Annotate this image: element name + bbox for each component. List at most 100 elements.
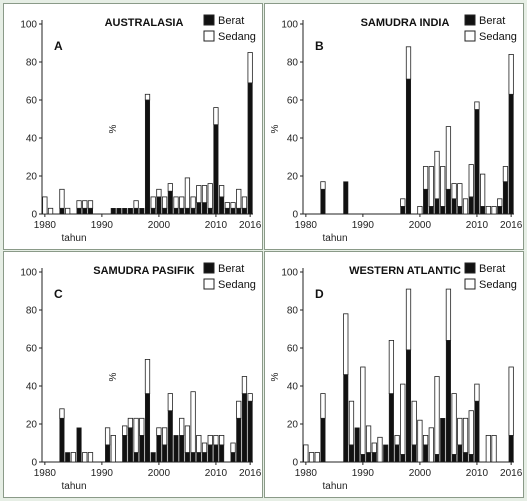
bar-berat xyxy=(434,454,440,463)
bar-sedang xyxy=(247,393,253,402)
y-tick-label: 60 xyxy=(26,96,38,107)
x-axis-title: tahun xyxy=(61,233,86,244)
bar-berat xyxy=(139,208,145,215)
bar-sedang xyxy=(167,393,173,412)
bar-berat xyxy=(230,452,236,463)
bar-berat xyxy=(87,208,93,215)
x-tick-label: 2010 xyxy=(205,220,228,231)
bar-sedang xyxy=(161,427,168,446)
x-tick-label: 1980 xyxy=(295,220,318,231)
panel-letter: A xyxy=(54,39,63,53)
bar-berat xyxy=(122,208,128,215)
y-tick-label: 80 xyxy=(26,58,38,69)
bar-sedang xyxy=(360,366,366,455)
bar-sedang xyxy=(485,205,491,215)
bar-berat xyxy=(320,418,326,463)
bar-berat xyxy=(156,196,162,215)
y-tick-label: 0 xyxy=(292,458,298,469)
bar-berat xyxy=(440,418,446,463)
bar-sedang xyxy=(241,196,248,209)
bar-sedang xyxy=(133,200,139,209)
bar-berat xyxy=(434,198,440,215)
bar-sedang xyxy=(167,183,173,192)
bar-berat xyxy=(343,374,349,463)
bar-sedang xyxy=(400,383,406,455)
bar-sedang xyxy=(207,183,213,209)
bar-sedang xyxy=(201,185,208,204)
legend-swatch-berat xyxy=(203,262,215,274)
panel-letter: C xyxy=(54,287,63,301)
x-tick-label: 2000 xyxy=(148,468,171,479)
bar-berat xyxy=(457,444,463,463)
bar-berat xyxy=(247,82,253,215)
panel-title: SAMUDRA PASIFIK xyxy=(93,265,195,277)
bar-sedang xyxy=(82,452,88,463)
legend: Berat Sedang xyxy=(203,262,256,291)
bar-berat xyxy=(190,208,196,215)
panel-samudra-pasifik: 0 20 40 60 80 100 1980 1990 2000 2010 2016 tahun% SA… xyxy=(3,251,263,498)
chart-svg: 0 20 40 60 80 100 1980 1990 2000 2010 2016 tahun% SA… xyxy=(270,14,523,244)
bar-sedang xyxy=(144,93,151,101)
bar-berat xyxy=(502,181,508,215)
bar-berat xyxy=(463,452,469,463)
bar-sedang xyxy=(224,202,230,209)
bar-sedang xyxy=(320,393,326,419)
chart-svg: 0 20 40 60 80 100 1980 1990 2000 2010 2016 tahun% SA… xyxy=(20,262,262,492)
bar-sedang xyxy=(411,400,417,446)
bar-sedang xyxy=(207,434,213,446)
bar-sedang xyxy=(377,436,383,463)
bar-sedang xyxy=(468,410,474,455)
bar-berat xyxy=(400,454,406,463)
bar-berat xyxy=(59,418,65,463)
x-tick-label: 1980 xyxy=(34,468,57,479)
bar-berat xyxy=(167,190,173,215)
y-tick-label: 100 xyxy=(20,20,37,31)
y-tick-label: 20 xyxy=(26,172,38,183)
x-tick-label: 2000 xyxy=(409,468,432,479)
x-tick-label: 1980 xyxy=(34,220,57,231)
bar-sedang xyxy=(451,183,457,200)
x-tick-label: 1990 xyxy=(352,220,375,231)
x-tick-label: 1990 xyxy=(91,468,114,479)
bar-sedang xyxy=(236,188,242,209)
x-tick-label: 2010 xyxy=(466,220,489,231)
x-tick-label: 2000 xyxy=(409,220,432,231)
bar-sedang xyxy=(314,452,320,463)
bar-sedang xyxy=(201,442,208,453)
y-axis-title: % xyxy=(108,372,119,381)
bar-sedang xyxy=(110,434,116,463)
bar-sedang xyxy=(42,196,48,215)
y-tick-label: 0 xyxy=(292,210,298,221)
bar-sedang xyxy=(480,173,486,207)
bar-berat xyxy=(190,452,196,463)
legend-label-sedang: Sedang xyxy=(218,31,256,43)
bar-berat xyxy=(207,444,213,463)
y-tick-label: 40 xyxy=(26,134,38,145)
x-tick-label: 1980 xyxy=(295,468,318,479)
bar-sedang xyxy=(491,434,497,463)
bar-sedang xyxy=(320,181,326,190)
legend-label-sedang: Sedang xyxy=(218,279,256,291)
bar-berat xyxy=(162,444,168,463)
bar-berat xyxy=(127,427,133,463)
bar-sedang xyxy=(219,185,225,198)
bar-berat xyxy=(196,202,202,215)
y-tick-label: 100 xyxy=(281,268,298,279)
bar-sedang xyxy=(144,359,151,395)
bar-sedang xyxy=(184,425,191,453)
bar-sedang xyxy=(508,366,514,436)
y-tick-label: 60 xyxy=(26,344,38,355)
legend-swatch-sedang xyxy=(464,278,476,290)
bar-sedang xyxy=(247,52,253,84)
bar-berat xyxy=(150,208,156,215)
bar-sedang xyxy=(127,417,134,429)
x-tick-label: 2000 xyxy=(148,220,171,231)
bar-berat xyxy=(179,208,185,215)
y-tick-label: 20 xyxy=(26,420,38,431)
bar-berat xyxy=(405,349,412,463)
bar-sedang xyxy=(451,393,457,455)
bar-berat xyxy=(241,393,247,463)
bar-berat xyxy=(167,410,173,463)
bar-sedang xyxy=(462,417,469,453)
